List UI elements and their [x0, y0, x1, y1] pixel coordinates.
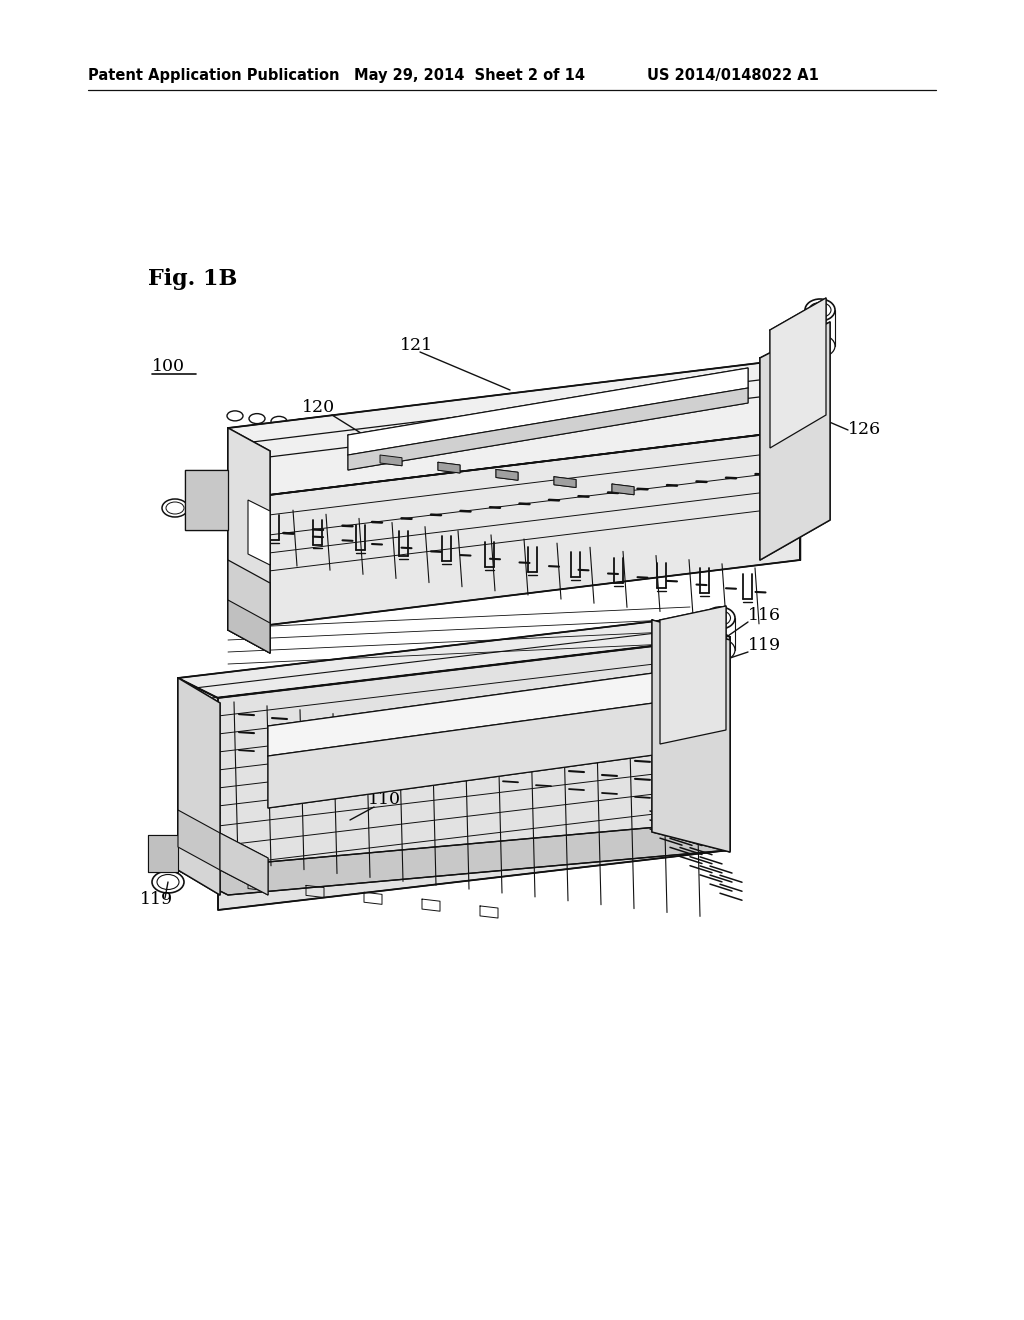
Polygon shape — [268, 671, 668, 756]
Polygon shape — [770, 298, 826, 447]
Polygon shape — [760, 322, 830, 560]
Polygon shape — [380, 455, 402, 466]
Text: 112: 112 — [555, 697, 588, 714]
Text: 100: 100 — [152, 358, 185, 375]
Text: US 2014/0148022 A1: US 2014/0148022 A1 — [647, 69, 819, 83]
Polygon shape — [178, 678, 220, 895]
Polygon shape — [228, 601, 270, 653]
Text: 120: 120 — [302, 400, 335, 417]
Text: 119: 119 — [140, 891, 173, 908]
Polygon shape — [178, 810, 220, 870]
Polygon shape — [248, 500, 270, 565]
Polygon shape — [660, 606, 726, 744]
Polygon shape — [228, 358, 800, 500]
Text: Fig. 1B: Fig. 1B — [148, 268, 238, 290]
Text: 116: 116 — [748, 606, 781, 623]
Polygon shape — [438, 462, 460, 473]
Text: 110: 110 — [368, 792, 401, 808]
Polygon shape — [178, 678, 228, 895]
Text: 111: 111 — [449, 751, 481, 768]
Text: May 29, 2014  Sheet 2 of 14: May 29, 2014 Sheet 2 of 14 — [354, 69, 585, 83]
Polygon shape — [228, 428, 270, 653]
Polygon shape — [554, 477, 575, 487]
Text: 126: 126 — [848, 421, 881, 438]
Polygon shape — [496, 470, 518, 480]
Text: Patent Application Publication: Patent Application Publication — [88, 69, 340, 83]
Polygon shape — [178, 825, 730, 895]
Polygon shape — [218, 638, 730, 909]
Polygon shape — [178, 616, 730, 698]
Polygon shape — [348, 368, 748, 455]
Polygon shape — [348, 388, 748, 470]
Polygon shape — [220, 833, 268, 895]
Text: 121: 121 — [400, 337, 433, 354]
Polygon shape — [185, 470, 228, 531]
Polygon shape — [228, 430, 800, 630]
Polygon shape — [612, 484, 634, 495]
Polygon shape — [268, 701, 668, 808]
Polygon shape — [148, 836, 178, 873]
Polygon shape — [690, 616, 730, 850]
Text: 119: 119 — [748, 636, 781, 653]
Polygon shape — [228, 560, 270, 630]
Polygon shape — [652, 620, 730, 851]
